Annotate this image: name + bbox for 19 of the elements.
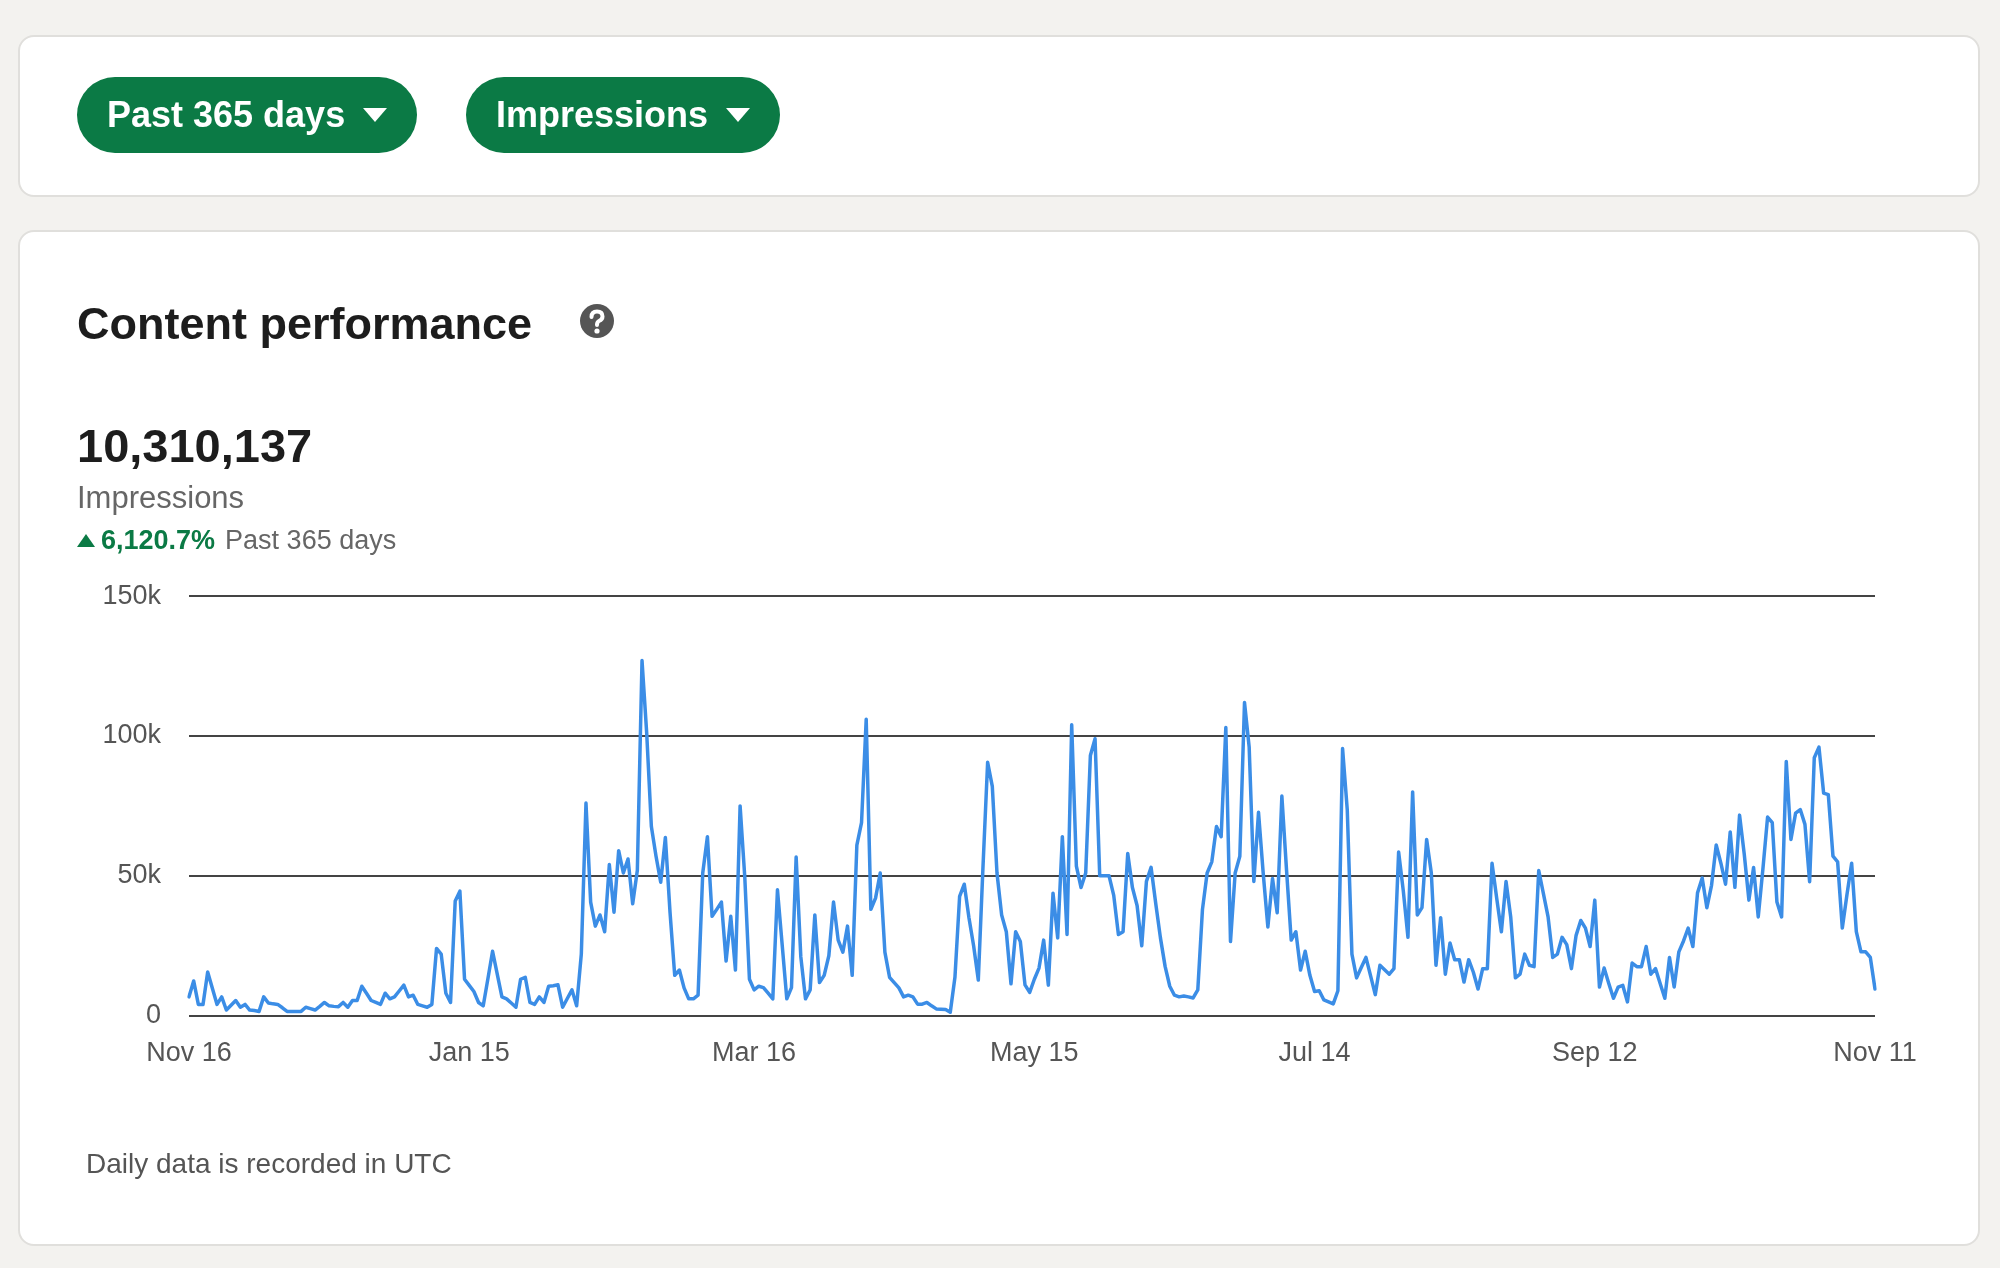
text: Impressions bbox=[77, 480, 245, 516]
y-tick-label: 100k bbox=[102, 719, 162, 750]
text: Past 365 days bbox=[225, 525, 397, 556]
y-tick-label: 50k bbox=[117, 859, 162, 890]
x-tick-label: Jul 14 bbox=[1278, 1037, 1351, 1068]
x-tick-label: Nov 11 bbox=[1833, 1037, 1917, 1068]
x-tick-label: Sep 12 bbox=[1551, 1037, 1638, 1068]
y-tick-label: 0 bbox=[145, 999, 161, 1030]
x-tick-label: Mar 16 bbox=[712, 1037, 797, 1068]
chart-subtitle: 10,310,137 bbox=[77, 418, 313, 473]
text: 6,120.7% bbox=[101, 525, 216, 556]
text: Impressions bbox=[496, 94, 709, 136]
x-tick-label: Nov 16 bbox=[146, 1037, 232, 1068]
y-tick-label: 150k bbox=[102, 579, 162, 610]
text: Daily data is recorded in UTC bbox=[86, 1148, 452, 1180]
text: Past 365 days bbox=[107, 94, 346, 136]
x-tick-label: May 15 bbox=[990, 1037, 1079, 1068]
x-tick-label: Jan 15 bbox=[428, 1037, 510, 1068]
chart-title: Content performance bbox=[77, 298, 533, 350]
